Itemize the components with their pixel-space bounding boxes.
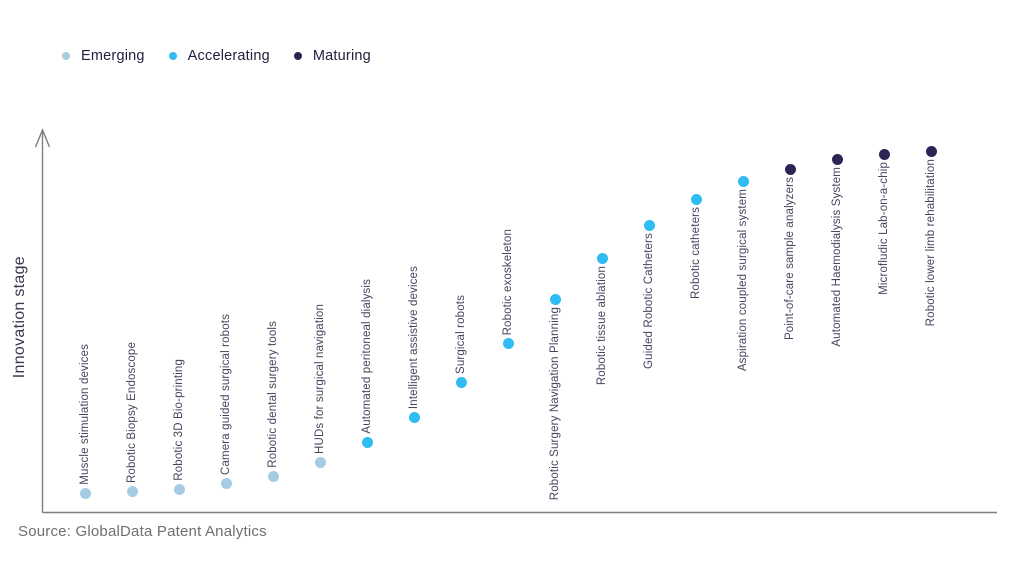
- data-point: [925, 145, 937, 157]
- data-point: [784, 163, 796, 175]
- point-label: Robotic tissue ablation: [595, 266, 608, 386]
- y-axis-arrow-icon: [34, 128, 51, 148]
- legend: Emerging Accelerating Maturing: [62, 48, 371, 64]
- legend-label-maturing: Maturing: [312, 48, 371, 64]
- data-point: [220, 477, 232, 489]
- data-point: [878, 148, 890, 160]
- data-point: [267, 470, 279, 482]
- point-label: Robotic dental surgery tools: [266, 321, 279, 468]
- point-label: Automated Haemodialysis System: [830, 167, 843, 347]
- point-label: Microfludic Lab-on-a-chip: [877, 162, 890, 295]
- data-point: [831, 153, 843, 165]
- point-label: Robotic 3D Bio-printing: [172, 359, 185, 481]
- data-point: [361, 436, 373, 448]
- data-point: [408, 411, 420, 423]
- legend-item-accelerating: Accelerating: [168, 48, 270, 64]
- point-label: Muscle stimulation devices: [78, 344, 91, 485]
- data-point: [314, 456, 326, 468]
- data-point: [502, 337, 514, 349]
- data-point: [596, 252, 608, 264]
- legend-dot-accelerating-icon: [168, 52, 177, 60]
- data-point: [643, 219, 655, 231]
- legend-dot-maturing-icon: [293, 52, 302, 60]
- point-label: Robotic lower limb rehabilitation: [924, 159, 937, 327]
- legend-item-maturing: Maturing: [293, 48, 371, 64]
- data-point: [173, 483, 185, 495]
- legend-item-emerging: Emerging: [62, 48, 145, 64]
- point-label: Automated peritoneal dialysis: [360, 279, 373, 434]
- legend-dot-emerging-icon: [62, 52, 70, 60]
- data-point: [737, 175, 749, 187]
- point-label: Robotic Biopsy Endoscope: [125, 341, 138, 483]
- data-point: [690, 193, 702, 205]
- point-label: Guided Robotic Catheters: [642, 233, 655, 369]
- point-label: Robotic Surgery Navigation Planning: [548, 307, 561, 501]
- point-label: Robotic exoskeleton: [501, 228, 514, 335]
- point-label: Aspiration coupled surgical system: [736, 189, 749, 372]
- source-note: Source: GlobalData Patent Analytics: [18, 523, 267, 540]
- legend-label-accelerating: Accelerating: [187, 48, 270, 64]
- point-label: Camera guided surgical robots: [219, 314, 232, 475]
- data-point: [455, 376, 467, 388]
- data-point: [126, 485, 138, 497]
- data-point: [549, 293, 561, 305]
- y-axis-title: Innovation stage: [11, 256, 28, 379]
- point-label: Intelligent assistive devices: [407, 265, 420, 409]
- point-label: Point-of-care sample analyzers: [783, 177, 796, 341]
- point-label: Surgical robots: [454, 295, 467, 374]
- data-point: [79, 487, 91, 499]
- point-label: Robotic catheters: [689, 207, 702, 300]
- legend-label-emerging: Emerging: [81, 48, 145, 64]
- point-label: HUDs for surgical navigation: [313, 304, 326, 454]
